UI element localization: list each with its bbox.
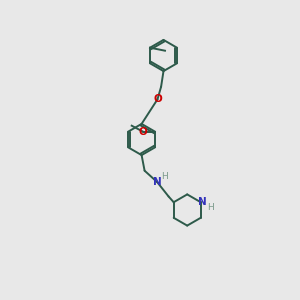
Text: N: N: [198, 197, 207, 207]
Text: O: O: [153, 94, 162, 104]
Text: H: H: [161, 172, 168, 181]
Text: O: O: [139, 127, 148, 137]
Text: N: N: [153, 177, 162, 187]
Text: H: H: [207, 203, 214, 212]
